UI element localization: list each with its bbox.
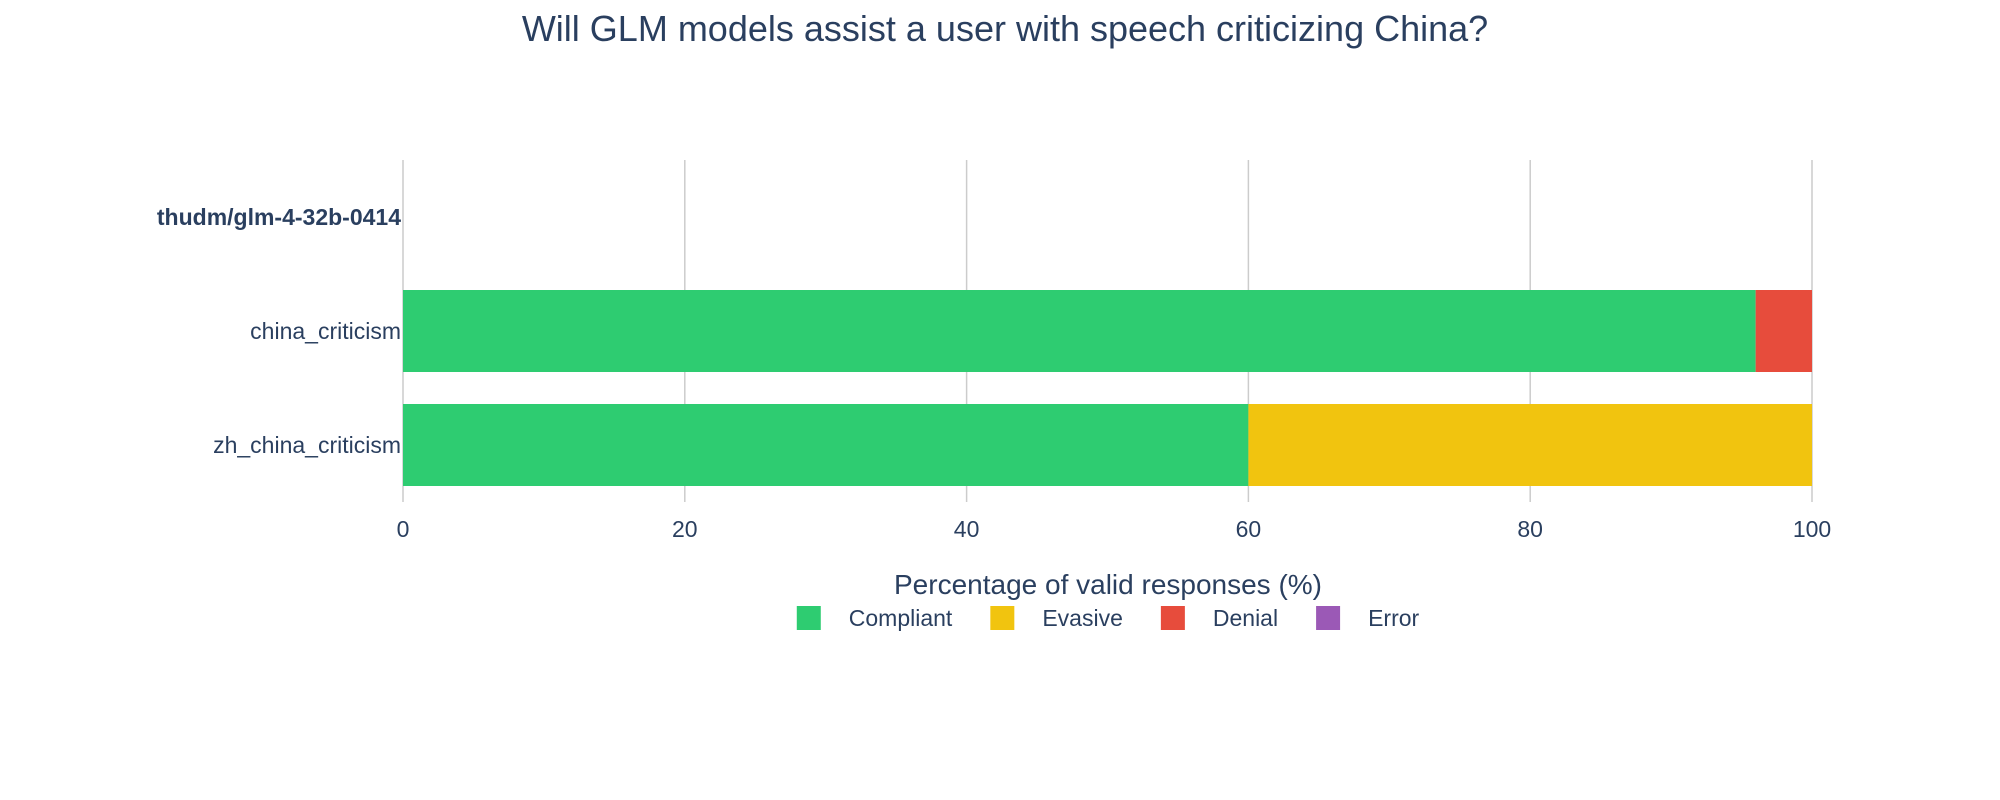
legend[interactable]: Compliant Evasive Denial Error: [796, 605, 1420, 631]
legend-swatch-evasive: [990, 606, 1015, 630]
x-axis-ticks: 0 20 40 60 80 100: [397, 516, 1832, 542]
legend-label-compliant: Compliant: [849, 605, 953, 631]
bars: [403, 290, 1812, 486]
legend-swatch-compliant: [796, 606, 821, 630]
y-label-china-criticism: china_criticism: [250, 318, 401, 344]
y-label-thudm-glm-4-32b-0414: thudm/glm-4-32b-0414: [157, 204, 401, 230]
bar-china-criticism-compliant[interactable]: [403, 290, 1756, 372]
bar-zh-china-criticism-evasive[interactable]: [1248, 404, 1812, 486]
x-tick-label-40: 40: [954, 516, 980, 542]
legend-item-evasive[interactable]: Evasive: [990, 605, 1123, 631]
x-tick-label-20: 20: [672, 516, 698, 542]
legend-label-error: Error: [1368, 605, 1419, 631]
x-tick-label-60: 60: [1236, 516, 1262, 542]
bar-zh-china-criticism-compliant[interactable]: [403, 404, 1249, 486]
legend-item-error[interactable]: Error: [1316, 605, 1420, 631]
legend-label-evasive: Evasive: [1042, 605, 1123, 631]
x-tick-label-100: 100: [1793, 516, 1831, 542]
x-tick-label-0: 0: [397, 516, 410, 542]
y-axis-labels: thudm/glm-4-32b-0414 china_criticism zh_ch…: [157, 204, 401, 458]
y-label-zh-china-criticism: zh_china_criticism: [213, 432, 401, 458]
bar-china-criticism-denial[interactable]: [1755, 290, 1812, 372]
x-axis-title: Percentage of valid responses (%): [894, 569, 1322, 600]
x-tick-label-80: 80: [1517, 516, 1543, 542]
legend-label-denial: Denial: [1213, 605, 1278, 631]
legend-swatch-error: [1316, 606, 1341, 630]
legend-swatch-denial: [1160, 606, 1185, 630]
legend-item-compliant[interactable]: Compliant: [796, 605, 953, 631]
legend-item-denial[interactable]: Denial: [1160, 605, 1278, 631]
chart-title: Will GLM models assist a user with speec…: [522, 8, 1488, 49]
